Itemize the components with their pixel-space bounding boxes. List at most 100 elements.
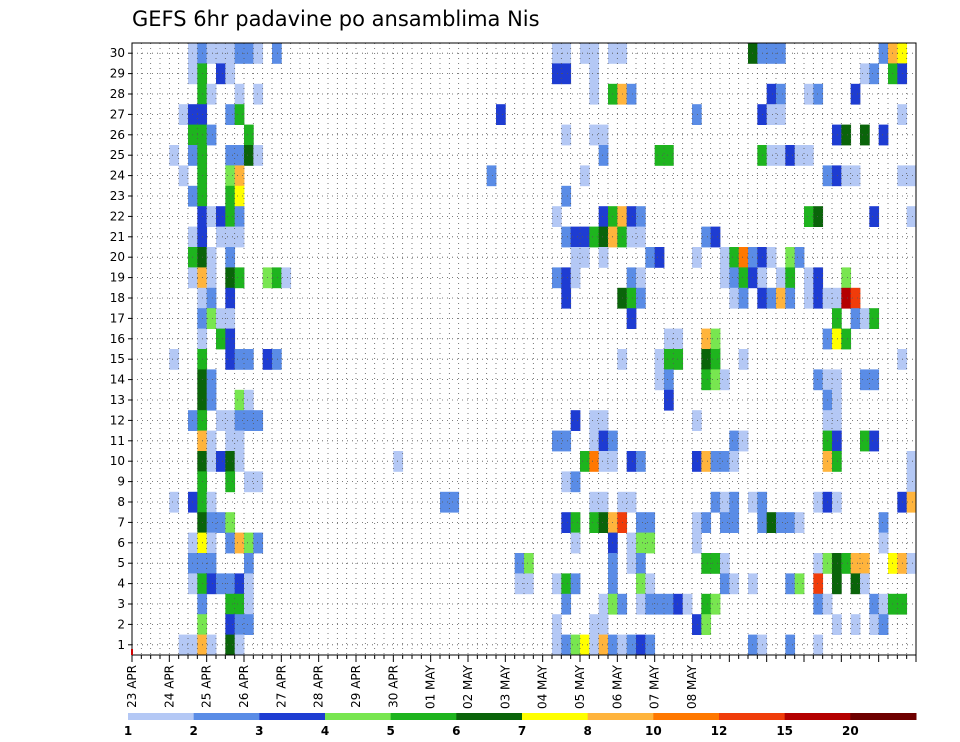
heatmap-cell-m18-t64 bbox=[729, 287, 740, 309]
heatmap-cell-m18-t77 bbox=[850, 287, 861, 309]
heatmap-cell-m13-t8 bbox=[206, 389, 217, 411]
heatmap-cell-m24-t5 bbox=[178, 165, 189, 187]
heatmap-cell-m18-t10 bbox=[225, 287, 236, 309]
heatmap-cell-m6-t11 bbox=[234, 532, 245, 554]
heatmap-cell-m4-t70 bbox=[785, 573, 796, 595]
heatmap-cell-m5-t76 bbox=[841, 553, 852, 574]
heatmap-cell-m30-t45 bbox=[552, 43, 562, 64]
heatmap-cell-m24-t77 bbox=[850, 165, 861, 187]
heatmap-cell-m14-t8 bbox=[206, 369, 217, 391]
heatmap-cell-m30-t69 bbox=[776, 43, 786, 64]
heatmap-cell-m18-t65 bbox=[738, 287, 749, 309]
heatmap-cell-m8-t4 bbox=[169, 491, 180, 513]
heatmap-cell-m10-t63 bbox=[720, 451, 730, 472]
y-tick-label-9: 9 bbox=[117, 475, 125, 489]
y-tick-label-22: 22 bbox=[110, 209, 125, 223]
heatmap-cell-m30-t13 bbox=[253, 43, 264, 64]
heatmap-cell-m7-t63 bbox=[720, 512, 730, 533]
heatmap-cell-m1-t5 bbox=[178, 634, 189, 656]
heatmap-cell-m19-t65 bbox=[738, 267, 749, 289]
heatmap-cell-m10-t49 bbox=[589, 451, 600, 472]
x-tick-label-12: 05 MAY bbox=[573, 664, 587, 709]
heatmap-cell-m15-t61 bbox=[701, 349, 712, 370]
heatmap-cell-m1-t45 bbox=[552, 634, 562, 656]
heatmap-cell-m12-t47 bbox=[570, 410, 581, 431]
heatmap-cell-m18-t54 bbox=[636, 287, 646, 309]
heatmap-cell-m27-t68 bbox=[766, 104, 777, 125]
heatmap-cell-m27-t60 bbox=[692, 104, 702, 125]
heatmap-cell-m22-t11 bbox=[234, 206, 245, 227]
heatmap-cell-m11-t65 bbox=[738, 430, 749, 452]
y-tick-label-29: 29 bbox=[110, 67, 125, 81]
heatmap-cell-m3-t11 bbox=[234, 593, 245, 615]
colorbar-swatch-10 bbox=[719, 713, 786, 720]
heatmap-cell-m1-t10 bbox=[225, 634, 236, 656]
heatmap-cell-m21-t9 bbox=[216, 226, 226, 248]
heatmap-cell-m14-t56 bbox=[654, 369, 665, 391]
heatmap-cell-m24-t76 bbox=[841, 165, 852, 187]
y-tick-label-11: 11 bbox=[110, 434, 125, 448]
heatmap-cell-m20-t48 bbox=[580, 247, 590, 268]
heatmap-cell-m20-t50 bbox=[598, 247, 609, 268]
heatmap-cell-m4-t63 bbox=[720, 573, 730, 595]
heatmap-cell-m4-t71 bbox=[794, 573, 805, 595]
heatmap-cell-m6-t54 bbox=[636, 532, 646, 554]
heatmap-cell-m30-t12 bbox=[244, 43, 254, 64]
colorbar-swatch-6 bbox=[456, 713, 523, 720]
heatmap-cell-m14-t57 bbox=[664, 369, 674, 391]
heatmap-cell-m10-t28 bbox=[393, 451, 404, 472]
heatmap-cell-m9-t83 bbox=[906, 471, 917, 493]
x-tick-label-15: 08 MAY bbox=[685, 664, 699, 709]
heatmap-cell-m6-t60 bbox=[692, 532, 702, 554]
heatmap-cell-m11-t64 bbox=[729, 430, 740, 452]
colorbar-swatch-2 bbox=[193, 713, 260, 720]
heatmap-cell-m1-t55 bbox=[645, 634, 656, 656]
heatmap-cell-m15-t10 bbox=[225, 349, 236, 370]
heatmap-cell-m6-t10 bbox=[225, 532, 236, 554]
heatmap-cell-m29-t46 bbox=[561, 63, 572, 85]
heatmap-cell-m16-t57 bbox=[664, 328, 674, 350]
y-tick-label-13: 13 bbox=[110, 393, 125, 407]
x-tick-label-13: 06 MAY bbox=[610, 664, 624, 709]
heatmap-cell-m19-t47 bbox=[570, 267, 581, 289]
heatmap-cell-m10-t8 bbox=[206, 451, 217, 472]
heatmap-cell-m19-t63 bbox=[720, 267, 730, 289]
heatmap-cell-m25-t12 bbox=[244, 145, 254, 166]
heatmap-cell-m7-t55 bbox=[645, 512, 656, 533]
heatmap-cell-m7-t60 bbox=[692, 512, 702, 533]
heatmap-cell-m9-t46 bbox=[561, 471, 572, 493]
heatmap-cell-m19-t76 bbox=[841, 267, 852, 289]
heatmap-cell-m17-t79 bbox=[869, 308, 880, 329]
heatmap-cell-m5-t75 bbox=[832, 553, 842, 574]
heatmap-cell-m10-t10 bbox=[225, 451, 236, 472]
heatmap-cell-m7-t69 bbox=[776, 512, 786, 533]
heatmap-cell-m4-t42 bbox=[524, 573, 534, 595]
y-tick-label-3: 3 bbox=[117, 597, 125, 611]
heatmap-cell-m6-t55 bbox=[645, 532, 656, 554]
heatmap-cell-m16-t61 bbox=[701, 328, 712, 350]
heatmap-cell-m4-t55 bbox=[645, 573, 656, 595]
heatmap-cell-m5-t53 bbox=[626, 553, 637, 574]
heatmap-cell-m26-t80 bbox=[878, 124, 889, 146]
heatmap-cell-m26-t76 bbox=[841, 124, 852, 146]
heatmap-cell-m15-t57 bbox=[664, 349, 674, 370]
heatmap-cell-m22-t45 bbox=[552, 206, 562, 227]
heatmap-cell-m22-t79 bbox=[869, 206, 880, 227]
colorbar-label-9: 12 bbox=[711, 724, 728, 738]
heatmap-cell-m4-t46 bbox=[561, 573, 572, 595]
heatmap-cell-m2-t77 bbox=[850, 614, 861, 635]
heatmap-cell-m8-t34 bbox=[449, 491, 460, 513]
heatmap-cell-m14-t61 bbox=[701, 369, 712, 391]
heatmap-cell-m5-t78 bbox=[860, 553, 870, 574]
heatmap-cell-m30-t80 bbox=[878, 43, 889, 64]
colorbar-label-6: 7 bbox=[518, 724, 526, 738]
heatmap-cell-m29-t78 bbox=[860, 63, 870, 85]
heatmap-cell-m22-t8 bbox=[206, 206, 217, 227]
x-tick-label-2: 25 APR bbox=[200, 665, 214, 708]
colorbar-swatch-12 bbox=[850, 713, 917, 720]
heatmap-cell-m12-t60 bbox=[692, 410, 702, 431]
y-tick-label-24: 24 bbox=[110, 169, 125, 183]
colorbar-swatch-7 bbox=[522, 713, 589, 720]
heatmap-cell-m3-t57 bbox=[664, 593, 674, 615]
heatmap-cell-m21-t49 bbox=[589, 226, 600, 248]
